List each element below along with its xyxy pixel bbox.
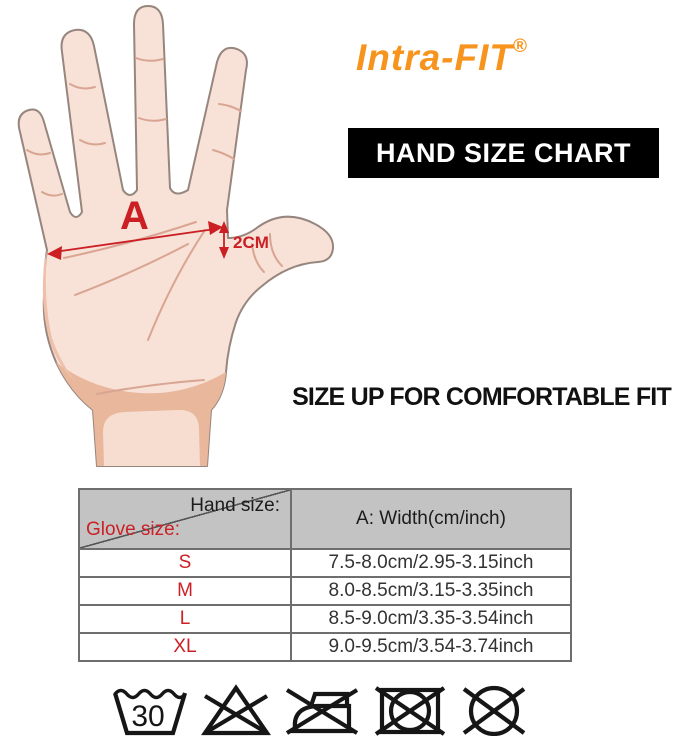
do-not-bleach-icon xyxy=(201,684,271,736)
table-row: M 8.0-8.5cm/3.15-3.35inch xyxy=(79,577,571,605)
offset-label: 2CM xyxy=(233,233,269,252)
width-column-header: A: Width(cm/inch) xyxy=(291,489,571,549)
offset-arrow xyxy=(219,221,229,259)
size-cell: M xyxy=(79,577,291,605)
tagline: SIZE UP FOR COMFORTABLE FIT xyxy=(292,383,672,411)
care-symbols: 30 xyxy=(112,684,528,736)
machine-wash-30-icon: 30 xyxy=(112,688,188,736)
size-cell: L xyxy=(79,605,291,633)
size-table: Hand size: Glove size: A: Width(cm/inch)… xyxy=(78,488,572,662)
banner-title: HAND SIZE CHART xyxy=(376,137,631,168)
do-not-tumble-dry-icon xyxy=(374,686,446,736)
hand-size-header: Hand size: xyxy=(190,495,280,516)
width-cell: 7.5-8.0cm/2.95-3.15inch xyxy=(291,549,571,577)
hand-silhouette xyxy=(17,5,335,467)
wrist-highlight xyxy=(103,409,200,466)
width-cell: 8.5-9.0cm/3.35-3.54inch xyxy=(291,605,571,633)
wash-temp-label: 30 xyxy=(131,700,164,733)
brand-logo: Intra-FIT® xyxy=(356,36,527,79)
hand-illustration: A 2CM xyxy=(17,5,335,467)
table-row: L 8.5-9.0cm/3.35-3.54inch xyxy=(79,605,571,633)
do-not-dry-clean-icon xyxy=(462,685,526,736)
table-header-row: Hand size: Glove size: A: Width(cm/inch) xyxy=(79,489,571,549)
registered-mark-icon: ® xyxy=(512,36,527,57)
width-cell: 9.0-9.5cm/3.54-3.74inch xyxy=(291,633,571,661)
glove-size-header: Glove size: xyxy=(86,519,180,540)
width-arrow xyxy=(47,221,223,260)
width-cell: 8.0-8.5cm/3.15-3.35inch xyxy=(291,577,571,605)
brand-logo-text: Intra-FIT xyxy=(356,37,513,78)
width-label: A xyxy=(120,194,149,238)
hand-size-chart-banner: HAND SIZE CHART xyxy=(348,128,659,178)
do-not-iron-icon xyxy=(285,688,359,735)
size-cell: XL xyxy=(79,633,291,661)
table-row: XL 9.0-9.5cm/3.54-3.74inch xyxy=(79,633,571,661)
size-cell: S xyxy=(79,549,291,577)
table-row: S 7.5-8.0cm/2.95-3.15inch xyxy=(79,549,571,577)
table-corner-cell: Hand size: Glove size: xyxy=(79,489,291,549)
